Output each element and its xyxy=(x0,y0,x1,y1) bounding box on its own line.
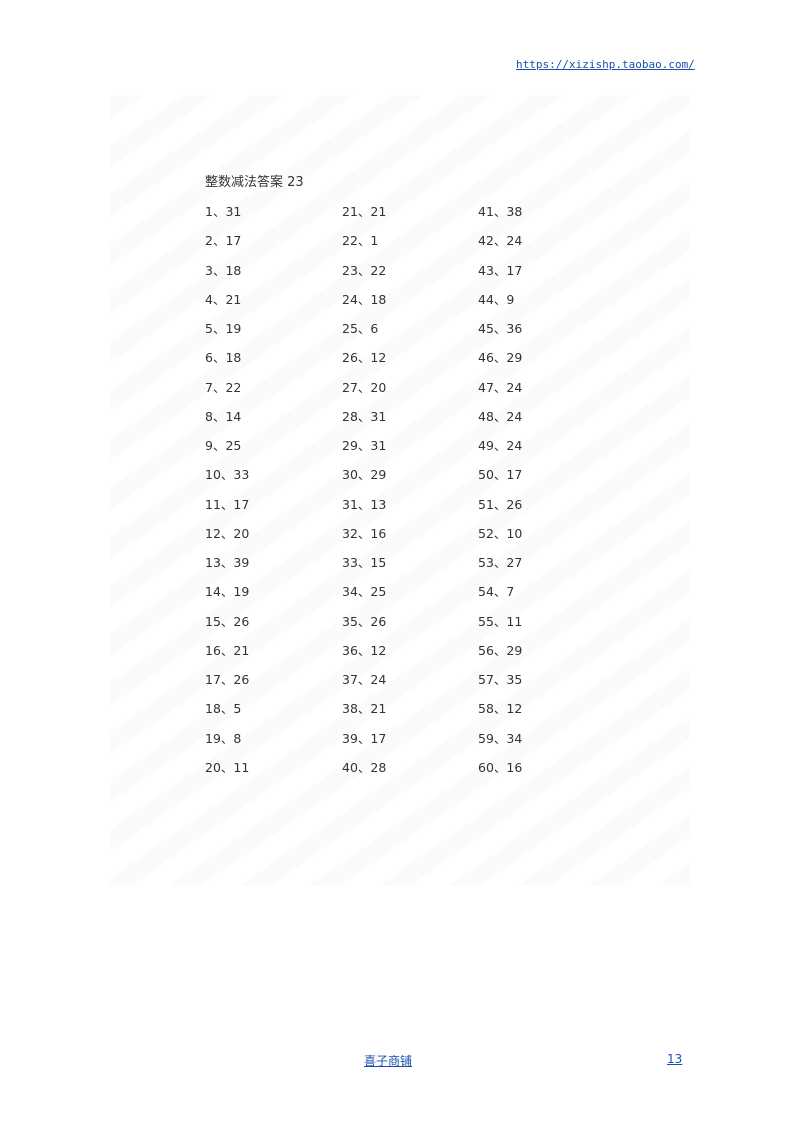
answer-item: 60、16 xyxy=(478,759,523,775)
answer-item: 29、31 xyxy=(342,438,387,454)
page-title: 整数减法答案 23 xyxy=(205,175,304,190)
answer-item: 47、24 xyxy=(478,379,523,395)
answer-item: 2、17 xyxy=(205,233,242,249)
answer-item: 6、18 xyxy=(205,350,242,366)
answer-item: 18、5 xyxy=(205,701,242,717)
watermark-pattern xyxy=(110,95,690,885)
answer-item: 43、17 xyxy=(478,262,523,278)
answer-item: 51、26 xyxy=(478,496,523,512)
answer-item: 48、24 xyxy=(478,408,523,424)
answer-item: 34、25 xyxy=(342,584,387,600)
answer-item: 20、11 xyxy=(205,759,250,775)
answer-item: 45、36 xyxy=(478,321,523,337)
answer-item: 39、17 xyxy=(342,730,387,746)
answer-item: 49、24 xyxy=(478,438,523,454)
answer-item: 55、11 xyxy=(478,613,523,629)
answer-item: 44、9 xyxy=(478,291,515,307)
answer-item: 59、34 xyxy=(478,730,523,746)
answer-item: 50、17 xyxy=(478,467,523,483)
answer-item: 38、21 xyxy=(342,701,387,717)
answer-item: 37、24 xyxy=(342,672,387,688)
answer-item: 17、26 xyxy=(205,672,250,688)
answer-item: 19、8 xyxy=(205,730,242,746)
answer-item: 46、29 xyxy=(478,350,523,366)
answer-item: 32、16 xyxy=(342,525,387,541)
answer-item: 14、19 xyxy=(205,584,250,600)
answer-item: 4、21 xyxy=(205,291,242,307)
answer-item: 1、31 xyxy=(205,204,242,219)
answer-item: 36、12 xyxy=(342,642,387,658)
answer-item: 42、24 xyxy=(478,233,523,249)
answer-item: 3、18 xyxy=(205,262,242,278)
answer-item: 40、28 xyxy=(342,759,387,775)
answer-item: 22、1 xyxy=(342,233,379,249)
answer-item: 33、15 xyxy=(342,555,387,571)
answer-item: 28、31 xyxy=(342,408,387,424)
answer-item: 23、22 xyxy=(342,262,387,278)
answer-item: 7、22 xyxy=(205,379,242,395)
answer-item: 5、19 xyxy=(205,321,242,337)
answer-item: 10、33 xyxy=(205,467,250,483)
answer-item: 30、29 xyxy=(342,467,387,483)
page-number[interactable]: 13 xyxy=(667,1052,683,1066)
answer-item: 11、17 xyxy=(205,496,250,512)
answer-item: 12、20 xyxy=(205,525,250,541)
answer-item: 52、10 xyxy=(478,525,523,541)
footer-shop-link[interactable]: 喜子商铺 xyxy=(364,1054,413,1068)
answer-item: 58、12 xyxy=(478,701,523,717)
answer-item: 8、14 xyxy=(205,408,242,424)
answer-item: 15、26 xyxy=(205,613,250,629)
answer-item: 25、6 xyxy=(342,321,379,337)
answer-item: 53、27 xyxy=(478,555,523,571)
answer-item: 9、25 xyxy=(205,438,242,454)
answer-item: 16、21 xyxy=(205,642,250,658)
answer-item: 21、21 xyxy=(342,204,387,219)
answer-item: 56、29 xyxy=(478,642,523,658)
answer-item: 54、7 xyxy=(478,584,515,600)
answer-item: 27、20 xyxy=(342,379,387,395)
answer-item: 57、35 xyxy=(478,672,523,688)
answer-item: 31、13 xyxy=(342,496,387,512)
header-url-link[interactable]: https://xizishp.taobao.com/ xyxy=(516,58,695,71)
answer-item: 26、12 xyxy=(342,350,387,366)
answer-item: 35、26 xyxy=(342,613,387,629)
answer-item: 24、18 xyxy=(342,291,387,307)
answer-item: 13、39 xyxy=(205,555,250,571)
answer-item: 41、38 xyxy=(478,204,523,219)
